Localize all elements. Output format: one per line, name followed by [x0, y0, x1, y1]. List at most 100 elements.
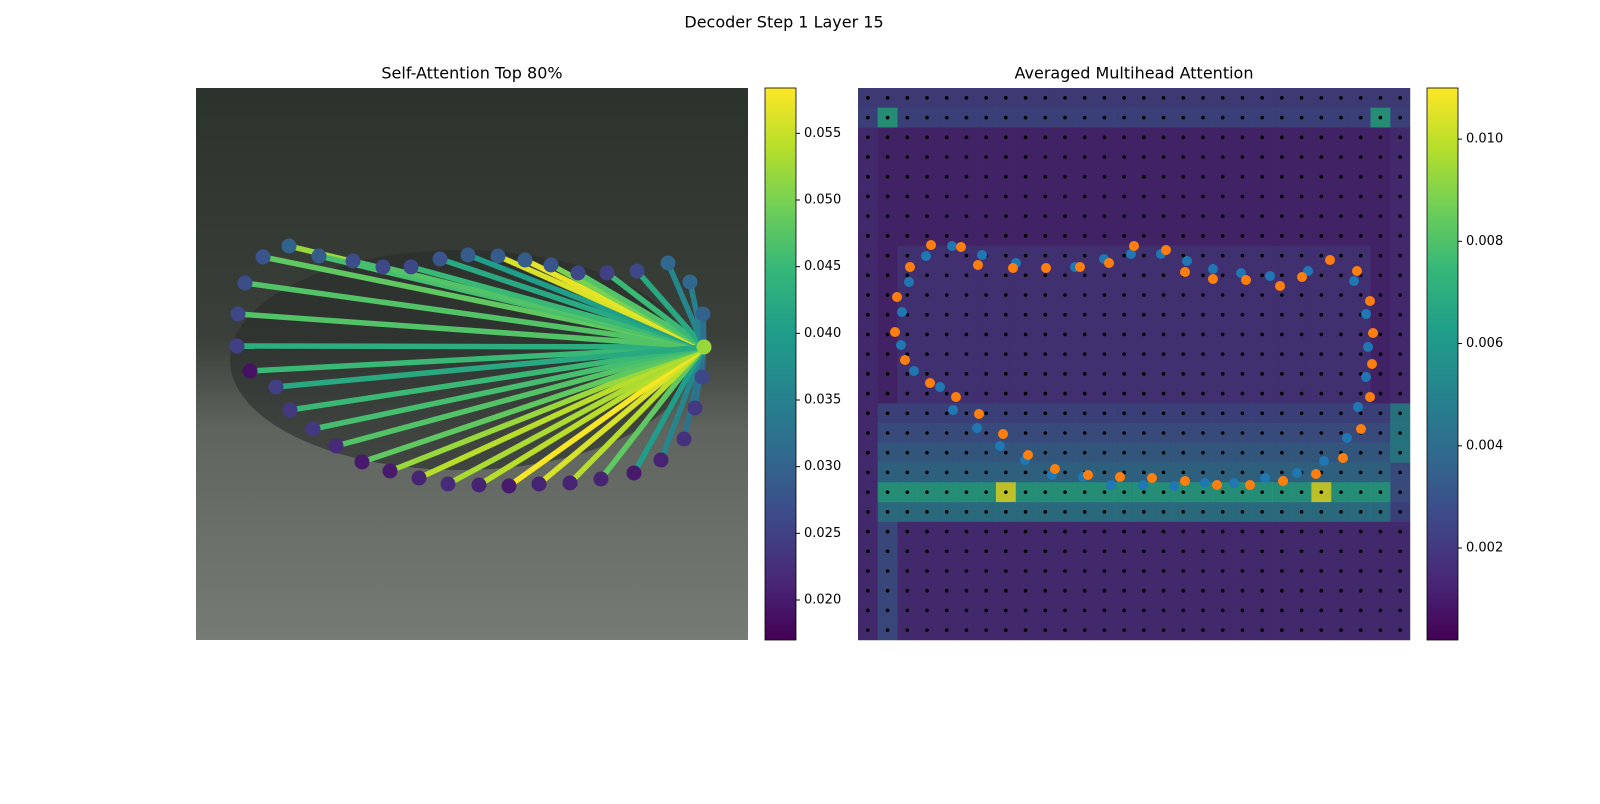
grid-dot — [866, 569, 870, 573]
grid-dot — [1082, 155, 1087, 159]
grid-dot — [1043, 529, 1048, 534]
grid-dot — [1142, 569, 1146, 573]
vertex-point — [382, 463, 398, 479]
grid-dot — [1398, 352, 1402, 356]
polygon-point — [1106, 480, 1116, 490]
grid-dot — [925, 470, 929, 475]
grid-dot — [964, 411, 969, 416]
grid-dot — [1378, 431, 1383, 435]
grid-dot — [1339, 96, 1343, 100]
grid-dot — [1181, 194, 1186, 199]
grid-dot — [1339, 391, 1343, 396]
grid-dot — [1201, 332, 1205, 337]
grid-dot — [1043, 490, 1048, 494]
grid-dot — [866, 549, 870, 554]
grid-dot — [925, 510, 929, 514]
grid-dot — [1240, 588, 1245, 593]
grid-dot — [1260, 510, 1264, 514]
grid-dot — [964, 115, 969, 120]
grid-dot — [1043, 332, 1048, 337]
grid-dot — [1378, 470, 1383, 475]
colorbar-tick-label: 0.010 — [1466, 132, 1503, 147]
grid-dot — [1319, 194, 1324, 199]
colorbar-tick-label: 0.055 — [804, 126, 841, 141]
grid-dot — [1339, 470, 1343, 475]
grid-dot — [1398, 411, 1402, 416]
grid-dot — [964, 450, 969, 455]
grid-dot — [1181, 569, 1186, 573]
grid-dot — [1398, 372, 1402, 376]
grid-dot — [885, 569, 890, 573]
grid-dot — [1043, 115, 1048, 120]
grid-dot — [1102, 431, 1107, 435]
grid-dot — [1161, 312, 1166, 317]
grid-dot — [1260, 155, 1264, 159]
grid-dot — [1339, 352, 1343, 356]
grid-dot — [1280, 352, 1284, 356]
grid-dot — [1240, 293, 1245, 297]
grid-dot — [1398, 312, 1402, 317]
grid-dot — [1102, 608, 1107, 613]
grid-dot — [866, 372, 870, 376]
grid-dot — [1201, 352, 1205, 356]
grid-dot — [1220, 214, 1225, 218]
grid-dot — [1339, 588, 1343, 593]
grid-dot — [1082, 431, 1087, 435]
grid-dot — [1339, 431, 1343, 435]
grid-dot — [866, 214, 870, 218]
grid-dot — [1378, 588, 1383, 593]
grid-dot — [1082, 312, 1087, 317]
polygon-point — [1352, 266, 1362, 276]
grid-dot — [885, 312, 890, 317]
grid-dot — [1260, 490, 1264, 494]
grid-dot — [1161, 431, 1166, 435]
grid-dot — [944, 529, 949, 534]
grid-dot — [1181, 312, 1186, 317]
grid-dot — [1339, 253, 1343, 258]
grid-dot — [1004, 450, 1008, 455]
grid-dot — [1280, 628, 1284, 632]
grid-dot — [925, 490, 929, 494]
polygon-point — [1236, 268, 1246, 278]
grid-dot — [1240, 628, 1245, 632]
polygon-point — [904, 277, 914, 287]
grid-dot — [1082, 194, 1087, 199]
grid-dot — [1358, 490, 1363, 494]
grid-dot — [1220, 312, 1225, 317]
attention-edge — [631, 345, 707, 475]
grid-dot — [1220, 450, 1225, 455]
grid-dot — [1280, 253, 1284, 258]
grid-dot — [1240, 470, 1245, 475]
grid-dot — [866, 174, 870, 179]
grid-dot — [1240, 549, 1245, 554]
grid-dot — [1319, 352, 1324, 356]
grid-dot — [1201, 608, 1205, 613]
grid-dot — [1240, 174, 1245, 179]
plots: Self-Attention Top 80% 0.020 0.025 0.030 0.0… — [229, 64, 1503, 641]
polygon-point — [1138, 480, 1148, 490]
polygon-point — [900, 355, 910, 365]
grid-dot — [1122, 628, 1126, 632]
grid-dot — [1378, 391, 1383, 396]
grid-dot — [1161, 273, 1166, 278]
grid-dot — [1082, 332, 1087, 337]
grid-dot — [1161, 155, 1166, 159]
vertex-point — [229, 338, 245, 354]
grid-dot — [1280, 470, 1284, 475]
polygon-point — [995, 441, 1005, 451]
grid-dot — [1339, 155, 1343, 159]
grid-dot — [1023, 135, 1028, 140]
grid-dot — [905, 569, 910, 573]
grid-dot — [1102, 352, 1107, 356]
grid-dot — [1299, 450, 1304, 455]
grid-dot — [866, 155, 870, 159]
grid-dot — [1023, 628, 1028, 632]
grid-dot — [1260, 372, 1264, 376]
colorbar-tick-label: 0.045 — [804, 259, 841, 274]
grid-dot — [1201, 529, 1205, 534]
grid-dot — [1398, 214, 1402, 218]
grid-dot — [1201, 174, 1205, 179]
grid-dot — [1378, 273, 1383, 278]
grid-dot — [925, 96, 929, 100]
grid-dot — [1398, 490, 1402, 494]
